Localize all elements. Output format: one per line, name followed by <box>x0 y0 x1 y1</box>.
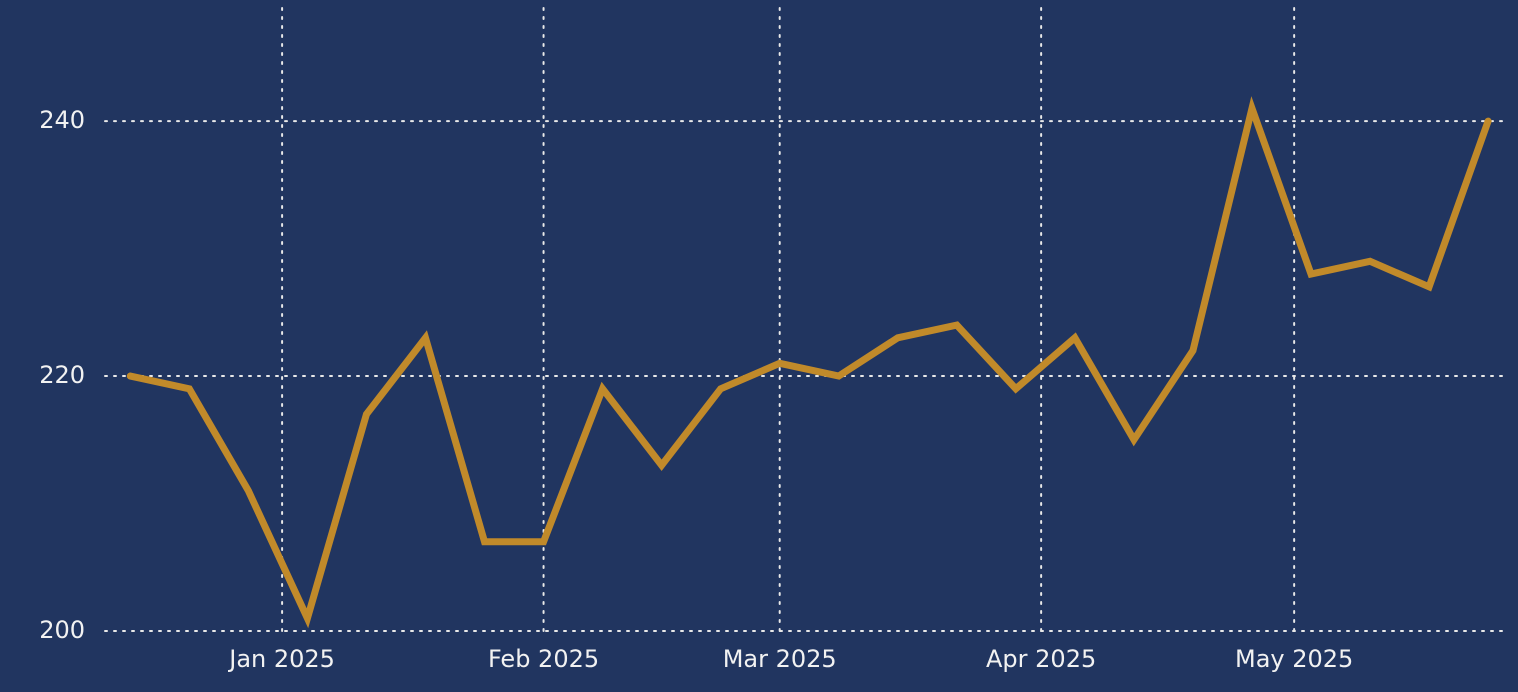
x-tick-label: Jan 2025 <box>227 645 335 673</box>
y-tick-label: 220 <box>39 361 85 389</box>
x-tick-label: Mar 2025 <box>723 645 837 673</box>
x-tick-label: Apr 2025 <box>986 645 1096 673</box>
x-tick-label: May 2025 <box>1235 645 1353 673</box>
y-tick-label: 240 <box>39 106 85 134</box>
y-tick-label: 200 <box>39 616 85 644</box>
x-tick-label: Feb 2025 <box>488 645 599 673</box>
line <box>126 96 1492 629</box>
